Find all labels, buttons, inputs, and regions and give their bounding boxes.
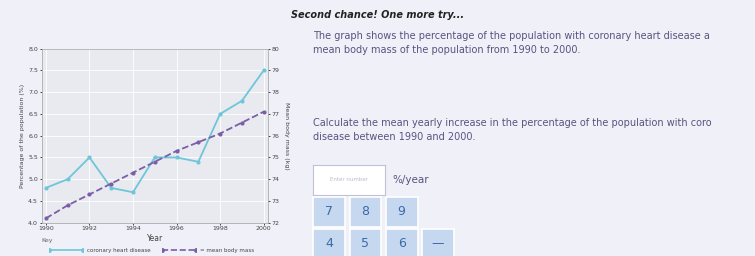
Text: Second chance! One more try...: Second chance! One more try... (291, 10, 464, 20)
Text: 8: 8 (362, 205, 369, 218)
Text: %/year: %/year (393, 175, 430, 186)
Text: —: — (432, 237, 444, 250)
Y-axis label: Mean body mass (kg): Mean body mass (kg) (284, 102, 289, 169)
Text: The graph shows the percentage of the population with coronary heart disease a
m: The graph shows the percentage of the po… (313, 31, 710, 55)
Text: 9: 9 (398, 205, 405, 218)
Text: 7: 7 (325, 205, 333, 218)
Text: Enter number: Enter number (330, 177, 368, 182)
X-axis label: Year: Year (146, 234, 163, 243)
Text: 4: 4 (325, 237, 333, 250)
Text: Key: Key (42, 238, 53, 243)
Text: coronary heart disease: coronary heart disease (87, 248, 150, 253)
Text: 6: 6 (398, 237, 405, 250)
Text: = mean body mass: = mean body mass (200, 248, 254, 253)
Text: 5: 5 (362, 237, 369, 250)
Y-axis label: Percentage of the population (%): Percentage of the population (%) (20, 84, 26, 188)
Text: Calculate the mean yearly increase in the percentage of the population with coro: Calculate the mean yearly increase in th… (313, 118, 712, 142)
